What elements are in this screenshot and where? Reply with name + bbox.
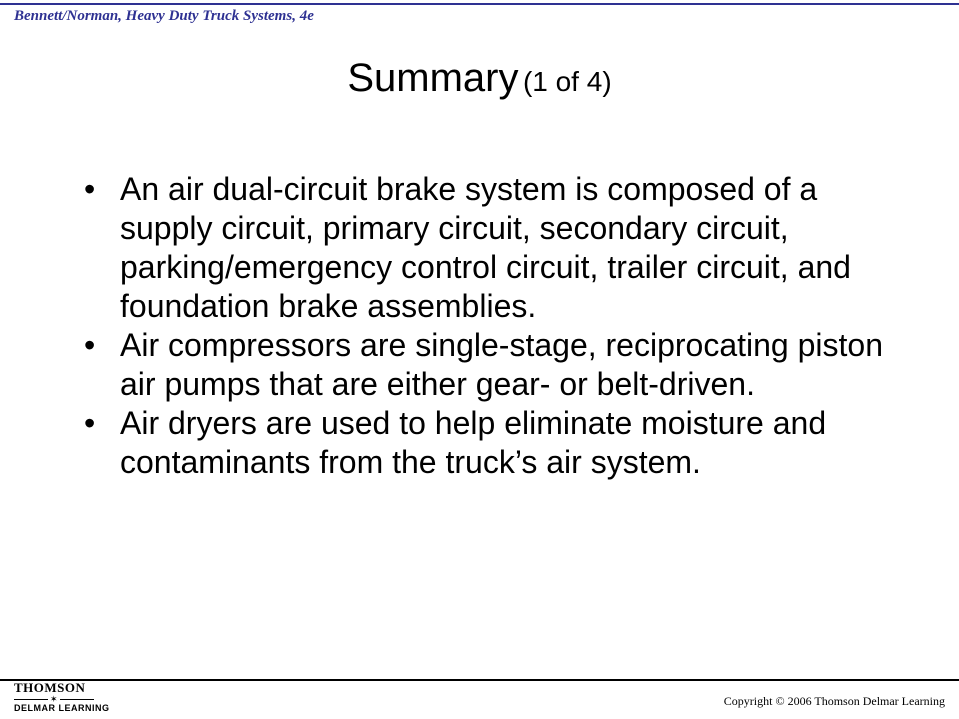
logo-rule-right [60, 699, 94, 700]
title-sub: (1 of 4) [523, 66, 612, 97]
publisher-logo: THOMSON ✶ DELMAR LEARNING [14, 680, 110, 713]
header-text: Bennett/Norman, Heavy Duty Truck Systems… [14, 8, 314, 25]
list-item: Air compressors are single-stage, recipr… [76, 326, 896, 404]
title-main: Summary [347, 56, 518, 100]
logo-bottom-text: DELMAR LEARNING [14, 703, 110, 713]
list-item: Air dryers are used to help eliminate mo… [76, 404, 896, 482]
copyright-text: Copyright © 2006 Thomson Delmar Learning [724, 694, 945, 709]
footer-rule [0, 679, 959, 681]
logo-rule-left [14, 699, 48, 700]
bullet-list: An air dual-circuit brake system is comp… [76, 170, 896, 482]
slide-page: Bennett/Norman, Heavy Duty Truck Systems… [0, 0, 959, 719]
list-item: An air dual-circuit brake system is comp… [76, 170, 896, 326]
header-rule [0, 3, 959, 5]
slide-title: Summary (1 of 4) [0, 56, 959, 101]
